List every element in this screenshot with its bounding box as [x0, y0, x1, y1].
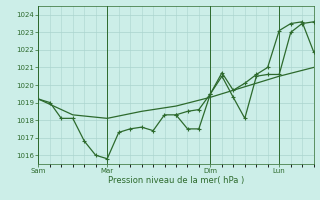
X-axis label: Pression niveau de la mer( hPa ): Pression niveau de la mer( hPa ): [108, 176, 244, 185]
